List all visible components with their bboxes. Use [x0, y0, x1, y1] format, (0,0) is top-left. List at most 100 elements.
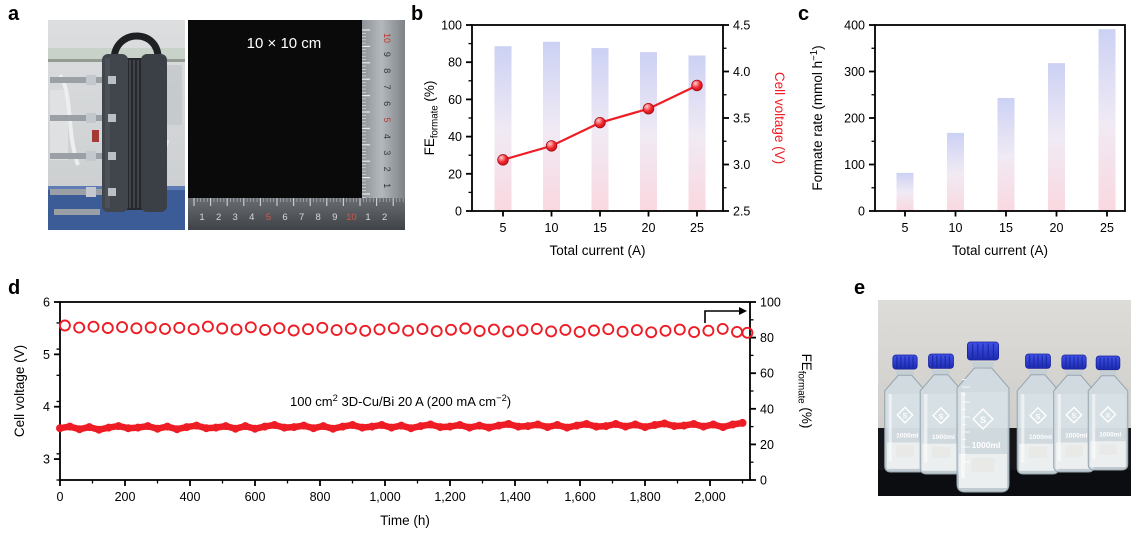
y-ticks-left: 0 20 40 60 80 100	[441, 19, 472, 219]
svg-text:25: 25	[1100, 221, 1114, 235]
svg-text:S: S	[1106, 413, 1111, 420]
right-axis-title-b: Cell voltage (V)	[772, 72, 787, 164]
svg-text:100: 100	[760, 296, 781, 310]
background-glassware	[50, 90, 68, 160]
svg-text:600: 600	[245, 490, 266, 504]
bottle-volume-label: 1000ml	[972, 440, 1001, 450]
svg-text:80: 80	[448, 56, 462, 70]
svg-text:60: 60	[448, 93, 462, 107]
svg-text:2: 2	[382, 212, 387, 223]
svg-text:5: 5	[43, 348, 50, 362]
hex-nuts	[86, 75, 96, 197]
bottle: S 1000ml	[884, 354, 926, 473]
electrode-sample	[188, 20, 362, 198]
svg-text:4: 4	[43, 400, 50, 414]
svg-text:9: 9	[332, 212, 337, 223]
svg-text:1,000: 1,000	[369, 490, 400, 504]
svg-text:15: 15	[999, 221, 1013, 235]
panel-label-d: d	[8, 277, 21, 299]
bottle: S 1000ml	[1016, 353, 1060, 475]
svg-text:7: 7	[382, 85, 392, 90]
y-ticks-left: 3 4 5 6	[43, 296, 60, 481]
svg-text:8: 8	[382, 68, 392, 73]
svg-text:S: S	[1036, 412, 1041, 421]
bolt-heads	[108, 76, 116, 196]
svg-text:2,000: 2,000	[694, 490, 725, 504]
svg-text:2: 2	[216, 212, 221, 223]
axis-pointer-arrow	[704, 307, 747, 323]
stack-plate-lines	[129, 60, 139, 208]
svg-text:4.5: 4.5	[733, 19, 750, 33]
cell-voltage-line	[497, 79, 703, 166]
bottle: S 1000ml	[1087, 355, 1129, 471]
svg-text:0: 0	[858, 205, 865, 219]
svg-text:1,600: 1,600	[564, 490, 595, 504]
svg-text:6: 6	[43, 296, 50, 310]
right-axis-title-d: FEformate (%)	[796, 354, 815, 429]
svg-text:S: S	[1072, 413, 1077, 420]
svg-text:400: 400	[180, 490, 201, 504]
x-ticks: 5 10 15 20 25	[500, 211, 704, 235]
svg-text:5: 5	[382, 117, 392, 122]
background-equipment	[166, 65, 182, 125]
svg-text:20: 20	[1050, 221, 1064, 235]
chart-formate-rate-vs-current: 0 100 200 300 400 5 10 15 20 25 Total current (A) F…	[809, 19, 1126, 258]
x-axis-title-b: Total current (A)	[549, 243, 645, 258]
svg-text:40: 40	[760, 402, 774, 416]
svg-text:3: 3	[43, 453, 50, 467]
svg-text:5: 5	[500, 221, 507, 235]
svg-text:80: 80	[760, 331, 774, 345]
svg-text:400: 400	[844, 19, 865, 33]
svg-text:6: 6	[282, 212, 287, 223]
panel-label-a: a	[8, 3, 20, 25]
bottle: S 1000ml	[1053, 354, 1095, 473]
svg-text:800: 800	[310, 490, 331, 504]
top-tube-arch	[110, 32, 162, 61]
bottle-volume-label: 1000ml	[1029, 434, 1052, 441]
svg-text:1,200: 1,200	[434, 490, 465, 504]
svg-text:20: 20	[642, 221, 656, 235]
bottle-volume-label: 1000ml	[896, 433, 919, 440]
svg-text:300: 300	[844, 65, 865, 79]
conditions-annotation: 100 cm2 3D-Cu/Bi 20 A (200 mA cm−2)	[290, 392, 511, 409]
svg-text:S: S	[939, 412, 944, 421]
formate-rate-bars	[896, 29, 1116, 212]
svg-text:3.0: 3.0	[733, 158, 750, 172]
svg-text:3: 3	[382, 150, 392, 155]
cell-voltage-series	[56, 418, 747, 434]
svg-text:0: 0	[455, 205, 462, 219]
bottle: S 1000ml	[956, 341, 1010, 493]
svg-text:4: 4	[382, 134, 392, 139]
chart-fe-voltage-vs-current: 0 20 40 60 80 100 2.5 3.0 3.5 4.0 4.5 5 10 15 20 25 Tota…	[422, 19, 787, 259]
y-ticks-left: 0 100 200 300 400	[844, 19, 875, 219]
product-bottles-photo: S 1000ml S 1000ml S 1000ml S 1000ml S 1000ml S 1000…	[878, 300, 1131, 496]
bottle-volume-label: 1000ml	[1065, 433, 1088, 440]
svg-text:S: S	[903, 413, 908, 420]
y-ticks-right: 0 20 40 60 80 100	[750, 296, 781, 488]
svg-text:100: 100	[844, 158, 865, 172]
svg-text:10: 10	[949, 221, 963, 235]
electrode-size-caption: 10 × 10 cm	[247, 35, 322, 52]
svg-text:6: 6	[382, 101, 392, 106]
svg-text:3: 3	[233, 212, 238, 223]
fe-formate-series	[58, 319, 754, 339]
svg-text:15: 15	[593, 221, 607, 235]
svg-text:20: 20	[448, 167, 462, 181]
panel-label-c: c	[798, 3, 810, 25]
svg-text:9: 9	[382, 52, 392, 57]
svg-text:60: 60	[760, 367, 774, 381]
svg-text:1,400: 1,400	[499, 490, 530, 504]
x-axis-title-c: Total current (A)	[952, 243, 1048, 258]
svg-text:1: 1	[199, 212, 204, 223]
svg-text:5: 5	[902, 221, 909, 235]
svg-text:10: 10	[346, 212, 357, 223]
svg-text:0: 0	[760, 474, 767, 488]
x-ticks: 5 10 15 20 25	[902, 211, 1114, 235]
svg-text:5: 5	[266, 212, 271, 223]
bottom-ruler	[188, 198, 405, 230]
electrolyzer-photo	[48, 20, 185, 230]
bottom-ruler-marks: 1 2 3 4 5 6 7 8 9 10 1 2	[193, 198, 404, 223]
svg-text:40: 40	[448, 130, 462, 144]
